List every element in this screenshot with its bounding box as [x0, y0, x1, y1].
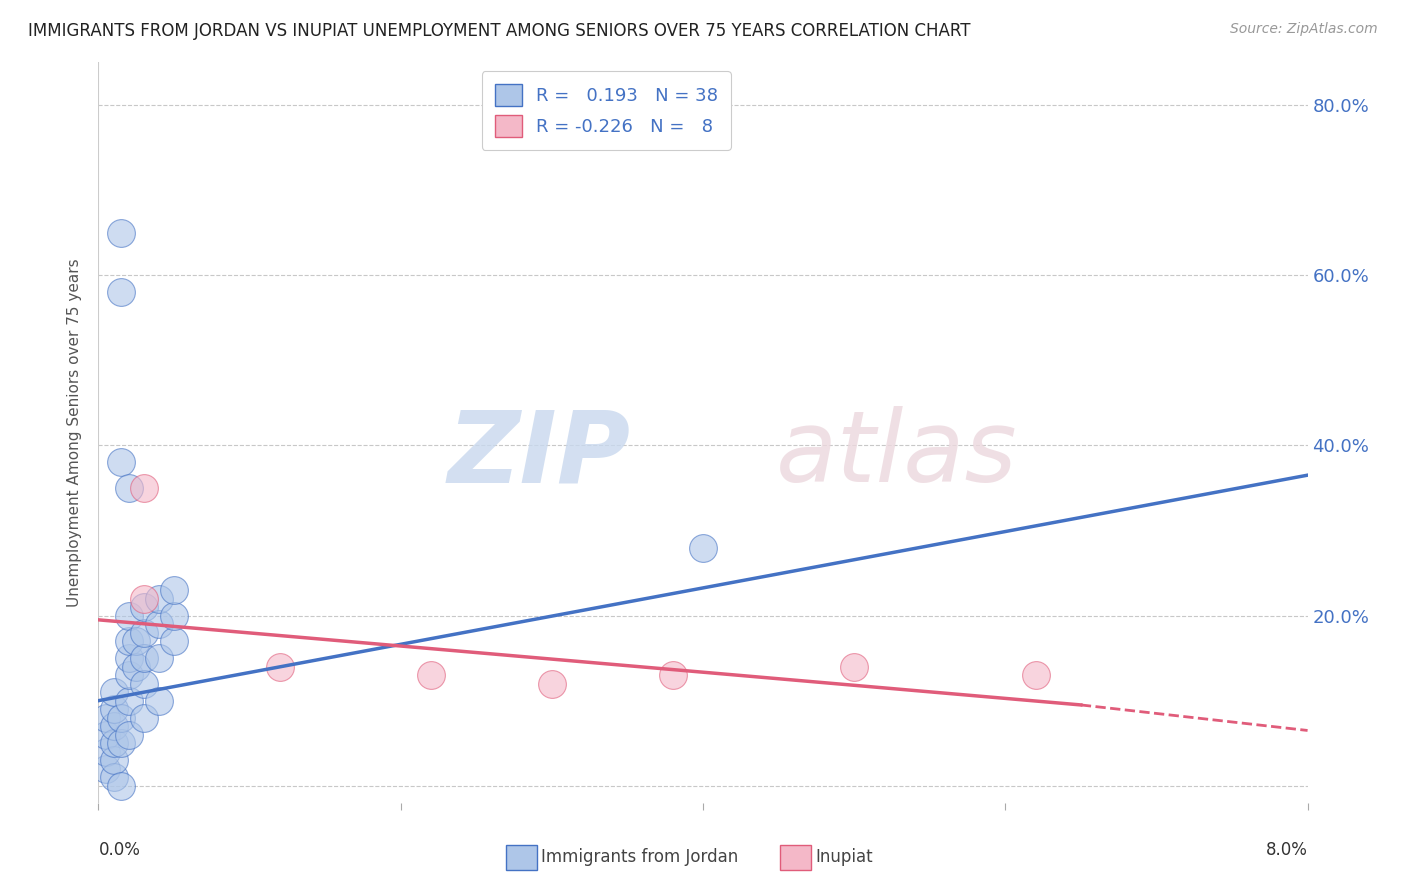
- Point: [94, 728, 117, 742]
- Point: [148, 591, 170, 606]
- Point: [103, 702, 125, 716]
- Point: [110, 736, 132, 750]
- Text: Source: ZipAtlas.com: Source: ZipAtlas.com: [1230, 22, 1378, 37]
- Point: [163, 634, 186, 648]
- Point: [118, 608, 141, 623]
- Text: ZIP: ZIP: [447, 407, 630, 503]
- Point: [132, 591, 155, 606]
- Text: 8.0%: 8.0%: [1265, 841, 1308, 859]
- Point: [125, 659, 148, 673]
- Point: [94, 745, 117, 759]
- Point: [692, 541, 714, 555]
- Point: [163, 582, 186, 597]
- Point: [118, 634, 141, 648]
- Point: [148, 617, 170, 632]
- Y-axis label: Unemployment Among Seniors over 75 years: Unemployment Among Seniors over 75 years: [67, 259, 83, 607]
- Point: [132, 481, 155, 495]
- Point: [103, 719, 125, 733]
- Point: [118, 668, 141, 682]
- Point: [118, 651, 141, 665]
- Point: [269, 659, 291, 673]
- Point: [132, 651, 155, 665]
- Text: Inupiat: Inupiat: [815, 848, 873, 866]
- Text: IMMIGRANTS FROM JORDAN VS INUPIAT UNEMPLOYMENT AMONG SENIORS OVER 75 YEARS CORRE: IMMIGRANTS FROM JORDAN VS INUPIAT UNEMPL…: [28, 22, 970, 40]
- Point: [148, 694, 170, 708]
- Point: [132, 711, 155, 725]
- Point: [110, 779, 132, 793]
- Point: [125, 634, 148, 648]
- Point: [103, 685, 125, 699]
- Point: [103, 736, 125, 750]
- Point: [132, 625, 155, 640]
- Point: [661, 668, 683, 682]
- Point: [118, 481, 141, 495]
- Point: [103, 753, 125, 767]
- Point: [540, 676, 562, 690]
- Legend: R =   0.193   N = 38, R = -0.226   N =   8: R = 0.193 N = 38, R = -0.226 N = 8: [482, 71, 731, 150]
- Point: [132, 600, 155, 615]
- Point: [132, 676, 155, 690]
- Point: [110, 226, 132, 240]
- Text: atlas: atlas: [776, 407, 1017, 503]
- Point: [118, 694, 141, 708]
- Point: [420, 668, 443, 682]
- Point: [103, 770, 125, 784]
- Point: [118, 728, 141, 742]
- Text: Immigrants from Jordan: Immigrants from Jordan: [541, 848, 738, 866]
- Point: [844, 659, 866, 673]
- Point: [1025, 668, 1047, 682]
- Text: 0.0%: 0.0%: [98, 841, 141, 859]
- Point: [163, 608, 186, 623]
- Point: [110, 711, 132, 725]
- Point: [110, 285, 132, 300]
- Point: [148, 651, 170, 665]
- Point: [110, 455, 132, 469]
- Point: [94, 762, 117, 776]
- Point: [94, 711, 117, 725]
